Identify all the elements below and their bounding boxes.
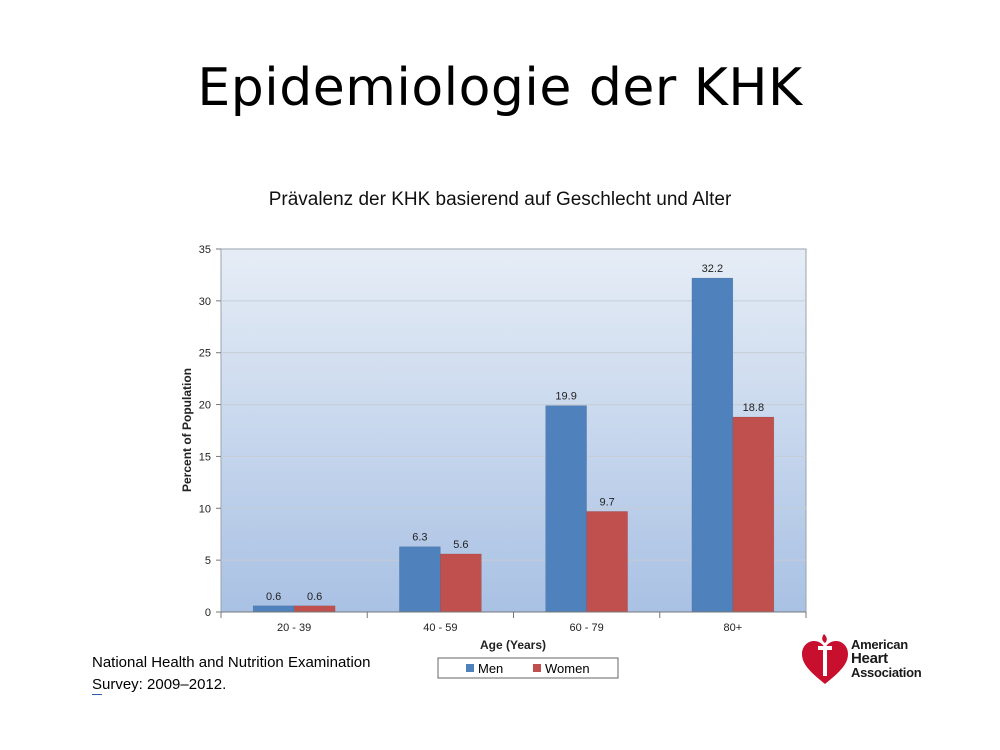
y-tick-label: 15 bbox=[199, 451, 211, 463]
x-tick-label: 80+ bbox=[724, 622, 743, 634]
bars: 0.6 0.6 6.3 5.6 19.9 9.7 32.2 18.8 bbox=[252, 263, 775, 613]
data-label: 0.6 bbox=[266, 591, 281, 603]
bar-women-2 bbox=[586, 511, 628, 613]
y-axis-label: Percent of Population bbox=[180, 368, 194, 492]
legend-box bbox=[437, 657, 619, 679]
axes: 0 5 10 15 20 25 30 35 20 - 39 40 - 59 60 - 79 80+ bbox=[199, 244, 807, 634]
y-tick-label: 35 bbox=[199, 244, 211, 256]
x-tick-label: 40 - 59 bbox=[423, 622, 457, 634]
legend-label-men: Men bbox=[478, 661, 503, 676]
aha-wordmark: American Heart Association bbox=[851, 637, 922, 680]
data-label: 32.2 bbox=[702, 263, 723, 275]
legend-swatch-men bbox=[466, 664, 474, 672]
bar-men-2 bbox=[545, 405, 587, 613]
data-label: 6.3 bbox=[412, 532, 427, 544]
legend-label-women: Women bbox=[545, 661, 590, 676]
x-tick-label: 20 - 39 bbox=[277, 622, 311, 634]
data-label: 5.6 bbox=[453, 539, 468, 551]
source-line-1: National Health and Nutrition Examinatio… bbox=[92, 654, 371, 671]
y-tick-label: 20 bbox=[199, 400, 211, 412]
bar-men-0 bbox=[252, 605, 295, 613]
y-tick-label: 10 bbox=[199, 503, 211, 515]
aha-line-3: Association bbox=[851, 665, 922, 680]
legend: Men Women bbox=[437, 657, 619, 679]
heart-torch-icon bbox=[802, 634, 848, 684]
data-label: 19.9 bbox=[555, 391, 576, 403]
chart-title: Prävalenz der KHK basierend auf Geschlec… bbox=[268, 189, 732, 210]
x-tick-label: 60 - 79 bbox=[570, 622, 604, 634]
y-tick-label: 5 bbox=[205, 555, 211, 567]
bar-men-3 bbox=[691, 277, 734, 613]
aha-logo: American Heart Association bbox=[800, 628, 940, 688]
data-label: 18.8 bbox=[743, 402, 764, 414]
y-tick-label: 0 bbox=[205, 607, 211, 619]
source-link-underline bbox=[92, 694, 102, 695]
bar-women-0 bbox=[293, 605, 336, 613]
x-axis-label: Age (Years) bbox=[480, 638, 546, 652]
bar-women-3 bbox=[732, 416, 775, 613]
source-note: National Health and Nutrition Examinatio… bbox=[92, 652, 371, 696]
data-label: 9.7 bbox=[599, 496, 614, 508]
slide-title: Epidemiologie der KHK bbox=[197, 58, 803, 118]
y-tick-label: 25 bbox=[199, 348, 211, 360]
bar-men-1 bbox=[399, 546, 441, 613]
source-line-2: Survey: 2009–2012. bbox=[92, 676, 227, 693]
y-tick-label: 30 bbox=[199, 296, 211, 308]
data-label: 0.6 bbox=[307, 591, 322, 603]
aha-line-2: Heart bbox=[851, 650, 888, 667]
legend-swatch-women bbox=[533, 664, 541, 672]
aha-line-1: American bbox=[851, 637, 908, 652]
bar-women-1 bbox=[440, 553, 482, 613]
